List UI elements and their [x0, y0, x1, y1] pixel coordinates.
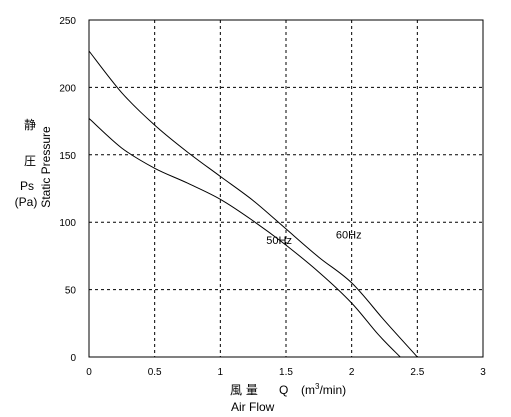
x-tick-label: 0 [86, 367, 92, 378]
x-label-symbol: Q [279, 383, 288, 397]
x-unit-open: (m [301, 383, 315, 397]
x-tick-label: 3 [480, 367, 486, 378]
x-tick-label: 2.5 [410, 367, 424, 378]
y-tick-label: 100 [59, 218, 76, 229]
series-line-60hz [88, 50, 418, 358]
y-label-cjk-1: 静 [24, 118, 36, 132]
x-label-cjk: 風 量 [230, 383, 258, 397]
y-label-cjk-2: 圧 [24, 154, 36, 168]
x-label-unit: (m3/min) [301, 382, 346, 397]
y-tick-label: 150 [59, 151, 76, 162]
grid [89, 20, 483, 357]
x-tick-label: 1 [218, 367, 224, 378]
y-label-symbol: Ps [20, 179, 34, 193]
x-tick-label: 0.5 [148, 367, 162, 378]
y-tick-label: 50 [65, 286, 77, 297]
series-annotation: 50Hz [266, 235, 292, 247]
y-tick-label: 250 [59, 16, 76, 27]
x-tick-label: 1.5 [279, 367, 293, 378]
y-label-english: Static Pressure [39, 126, 53, 208]
annotations: 50Hz 60Hz [266, 229, 361, 246]
y-label-unit: (Pa) [15, 195, 38, 209]
x-unit-sup: 3 [315, 382, 320, 391]
y-tick-labels: 0 50 100 150 200 250 [59, 16, 76, 364]
x-unit-close: /min) [319, 383, 346, 397]
series-lines [88, 50, 418, 358]
series-line-50hz [88, 118, 401, 358]
x-tick-label: 2 [349, 367, 355, 378]
x-tick-labels: 0 0.5 1 1.5 2 2.5 3 [86, 367, 486, 378]
x-label-english: Air Flow [231, 400, 275, 414]
y-tick-label: 0 [70, 353, 76, 364]
plot-frame [88, 19, 484, 358]
series-annotation: 60Hz [336, 229, 362, 241]
y-tick-label: 200 [59, 83, 76, 94]
